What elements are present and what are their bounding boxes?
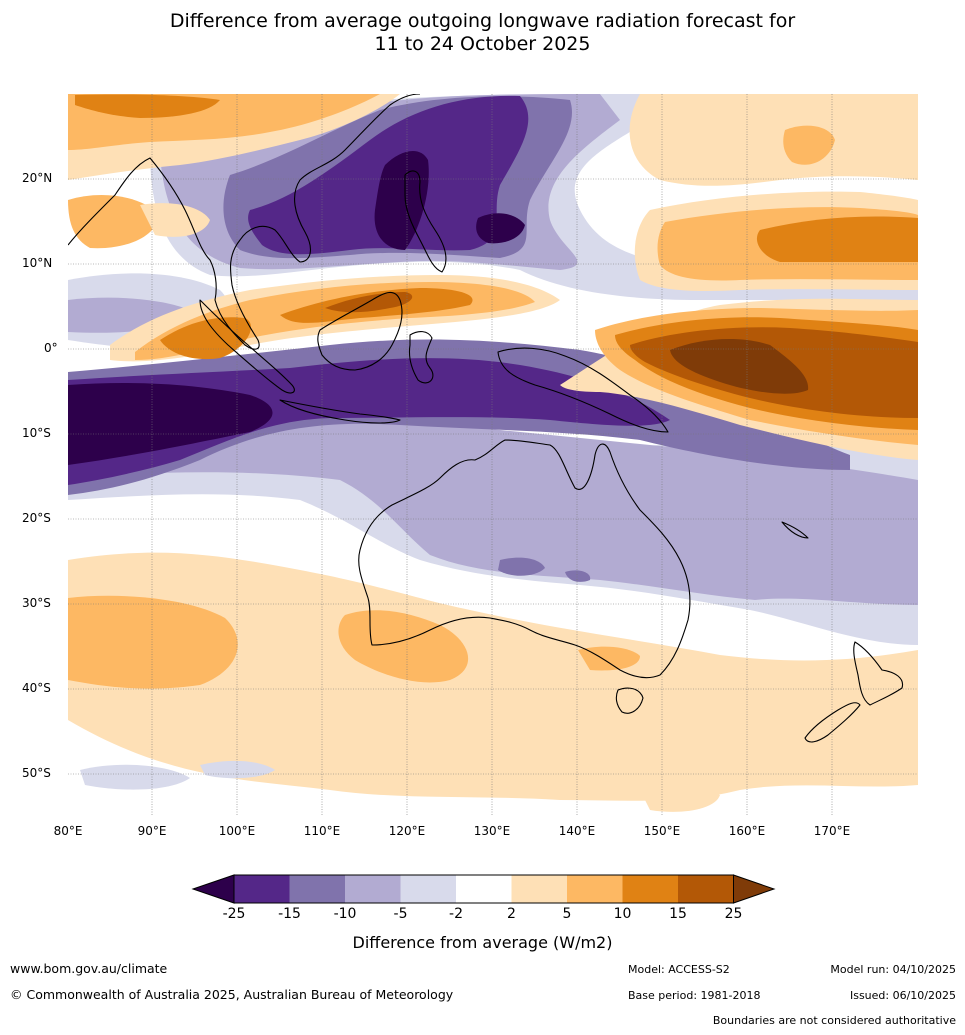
colorbar-bin bbox=[567, 875, 623, 903]
colorbar-frame bbox=[233, 874, 734, 904]
footer-issued: Issued: 06/10/2025 bbox=[849, 989, 956, 1002]
lat-label-10s: 10°S bbox=[22, 426, 51, 440]
colorbar-high-extend bbox=[733, 874, 776, 904]
anomaly-map bbox=[68, 94, 918, 816]
anomaly-eq-lt-neg25 bbox=[68, 383, 273, 465]
lon-label-150e: 150°E bbox=[643, 824, 681, 838]
footer-model: Model: ACCESS-S2 bbox=[628, 963, 730, 976]
colorbar-tick-label: -2 bbox=[449, 906, 463, 922]
lon-label-130e: 130°E bbox=[473, 824, 511, 838]
anomaly-south-pos-2-5 bbox=[68, 552, 918, 801]
colorbar-bin bbox=[234, 875, 290, 903]
coast-new-guinea bbox=[497, 347, 669, 433]
lat-label-20s: 20°S bbox=[22, 511, 51, 525]
lon-label-160e: 160°E bbox=[728, 824, 766, 838]
anomaly-north-lt-neg25-b bbox=[476, 213, 525, 244]
anomaly-io-pos-2-5-bay bbox=[140, 203, 210, 237]
coast-borneo bbox=[317, 291, 403, 371]
footer-disclaimer: Boundaries are not considered authoritat… bbox=[712, 1014, 956, 1027]
colorbar-bin bbox=[400, 875, 456, 903]
colorbar-tick-label: 15 bbox=[669, 906, 687, 922]
footer-base-period: Base period: 1981-2018 bbox=[628, 989, 761, 1002]
lon-label-120e: 120°E bbox=[388, 824, 426, 838]
footer-model-run: Model run: 04/10/2025 bbox=[830, 963, 956, 976]
anomaly-south-neg-5-2-patch bbox=[80, 764, 190, 790]
colorbar-tick-label: -15 bbox=[278, 906, 301, 922]
lat-label-20n: 20°N bbox=[22, 171, 53, 185]
colorbar-bin bbox=[289, 875, 345, 903]
colorbar-tick-label: -25 bbox=[222, 906, 246, 922]
lon-label-140e: 140°E bbox=[558, 824, 596, 838]
colorbar-tick-label: 10 bbox=[613, 906, 632, 922]
anomaly-north-lt-neg25-a bbox=[374, 150, 429, 250]
colorbar-bin bbox=[622, 875, 678, 903]
colorbar-title: Difference from average (W/m2) bbox=[352, 933, 613, 952]
lon-label-170e: 170°E bbox=[813, 824, 851, 838]
coast-new-zealand-south bbox=[804, 702, 861, 743]
colorbar-bin bbox=[456, 875, 512, 903]
anomaly-pac-gt25 bbox=[670, 338, 809, 394]
title-line-1: Difference from average outgoing longwav… bbox=[169, 10, 796, 32]
coast-sumatra bbox=[199, 299, 295, 394]
coast-philippines bbox=[404, 170, 447, 273]
colorbar-bin bbox=[511, 875, 567, 903]
title-line-2: 11 to 24 October 2025 bbox=[374, 33, 591, 55]
anomaly-field bbox=[68, 94, 918, 812]
chart-title: Difference from average outgoing longwav… bbox=[0, 10, 965, 56]
graticule bbox=[68, 94, 918, 816]
colorbar-low-extend bbox=[191, 874, 235, 904]
anomaly-npac-pos-2-5 bbox=[629, 94, 918, 186]
lon-label-90e: 90°E bbox=[137, 824, 167, 838]
colorbar bbox=[191, 874, 776, 904]
anomaly-south-pos-2-5-patch bbox=[640, 785, 720, 812]
anomaly-south-pos-5-10-bight bbox=[338, 610, 469, 683]
lon-label-110e: 110°E bbox=[303, 824, 341, 838]
colorbar-tick-label: 25 bbox=[724, 906, 743, 922]
lat-label-40s: 40°S bbox=[22, 681, 51, 695]
coast-new-caledonia bbox=[781, 521, 809, 539]
coast-australia bbox=[358, 439, 691, 679]
colorbar-tick-label: 5 bbox=[562, 906, 572, 922]
coast-tasmania bbox=[615, 687, 644, 714]
colorbar-tick-label: -5 bbox=[393, 906, 408, 922]
footer-url[interactable]: www.bom.gov.au/climate bbox=[10, 961, 168, 976]
anomaly-npac-pos-10-15-band bbox=[756, 216, 918, 262]
coast-sulawesi bbox=[408, 331, 434, 384]
anomaly-io-pos-5-10-bay bbox=[68, 195, 160, 249]
colorbar-tick-label: 2 bbox=[507, 906, 516, 922]
colorbar-bin bbox=[678, 875, 734, 903]
lat-label-0: 0° bbox=[44, 341, 58, 355]
colorbar-bin bbox=[345, 875, 401, 903]
coast-java bbox=[279, 399, 401, 424]
anomaly-aus-neg-15-10-spot bbox=[498, 557, 545, 576]
coastlines bbox=[68, 94, 904, 743]
anomaly-south-pos-5-10-victoria bbox=[578, 646, 640, 671]
coast-new-zealand-north bbox=[853, 641, 904, 706]
lat-label-50s: 50°S bbox=[22, 766, 51, 780]
lat-label-30s: 30°S bbox=[22, 596, 51, 610]
coast-asia-mainland bbox=[68, 94, 421, 350]
anomaly-south-pos-5-10-west bbox=[68, 595, 238, 689]
footer-copyright: © Commonwealth of Australia 2025, Austra… bbox=[10, 987, 454, 1002]
lon-label-80e: 80°E bbox=[53, 824, 83, 838]
lat-label-10n: 10°N bbox=[22, 256, 53, 270]
lon-label-100e: 100°E bbox=[218, 824, 256, 838]
colorbar-tick-label: -10 bbox=[333, 906, 357, 922]
anomaly-aus-neg-15-10-spot-2 bbox=[565, 570, 591, 582]
anomaly-nw-pos-10-15 bbox=[75, 94, 220, 118]
anomaly-npac-pos-5-10-a bbox=[783, 125, 835, 165]
